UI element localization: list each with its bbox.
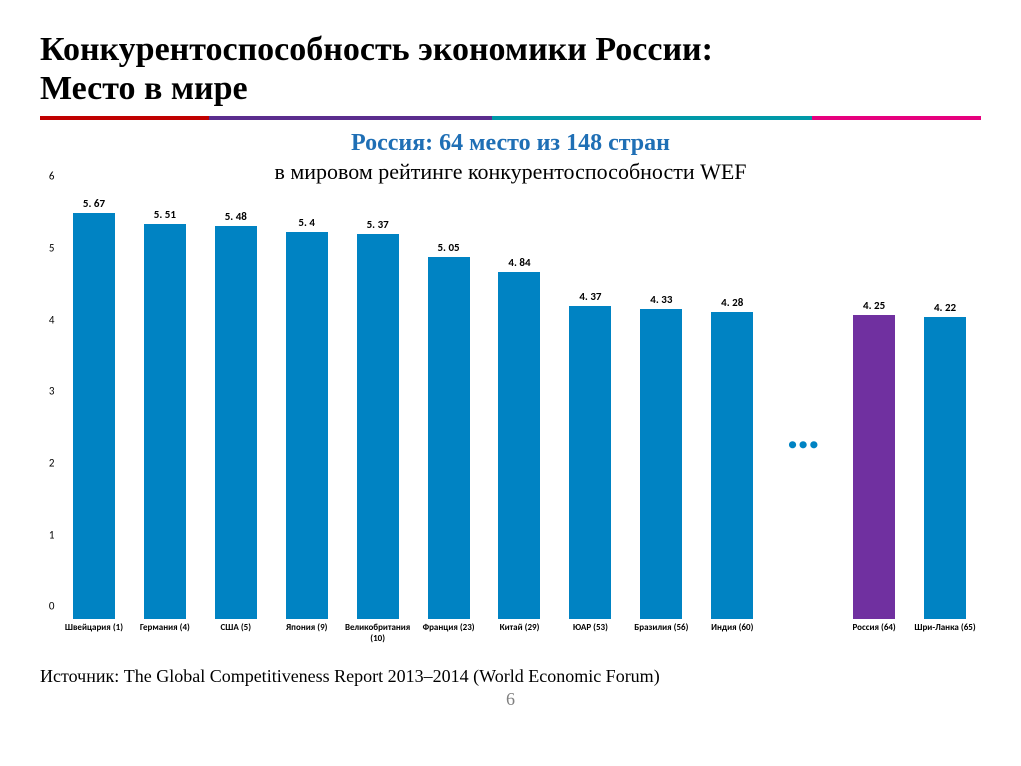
bar-slot: 5. 48 xyxy=(200,189,271,619)
bar xyxy=(711,312,753,619)
x-label: Шри-Ланка (65) xyxy=(910,619,981,644)
bar-slot: 4. 33 xyxy=(626,189,697,619)
bar-value-label: 5. 48 xyxy=(225,210,247,223)
chart-x-labels: Швейцария (1)Германия (4)США (5)Япония (… xyxy=(59,619,981,644)
y-tick: 2 xyxy=(41,456,55,469)
bar xyxy=(73,213,115,619)
bar-value-label: 4. 37 xyxy=(579,290,601,303)
bar-slot: … xyxy=(768,189,839,619)
bar-slot: 5. 51 xyxy=(129,189,200,619)
bar-slot: 5. 67 xyxy=(59,189,130,619)
bar-value-label: 4. 28 xyxy=(721,296,743,309)
x-label: Великобритания (10) xyxy=(342,619,413,644)
x-label: Россия (64) xyxy=(839,619,910,644)
x-label: Швейцария (1) xyxy=(59,619,130,644)
x-label: Германия (4) xyxy=(129,619,200,644)
bar-value-label: 4. 22 xyxy=(934,301,956,314)
bar xyxy=(286,232,328,619)
y-tick: 3 xyxy=(41,385,55,398)
y-tick: 4 xyxy=(41,313,55,326)
y-tick: 0 xyxy=(41,600,55,613)
subtitle-primary: Россия: 64 место из 148 стран xyxy=(40,130,981,157)
bar xyxy=(144,224,186,619)
bar xyxy=(357,234,399,619)
bar xyxy=(498,272,540,619)
subtitle-secondary: в мировом рейтинге конкурентоспособности… xyxy=(40,159,981,185)
bar-value-label: 5. 05 xyxy=(437,241,459,254)
bar xyxy=(924,317,966,619)
slide-title: Конкурентоспособность экономики России: … xyxy=(40,30,981,108)
x-label: Япония (9) xyxy=(271,619,342,644)
bar-value-label: 5. 37 xyxy=(367,218,389,231)
bar xyxy=(428,257,470,619)
bar-value-label: 5. 4 xyxy=(298,216,315,229)
bar-slot: 5. 4 xyxy=(271,189,342,619)
bar-highlight xyxy=(853,315,895,620)
title-underline xyxy=(40,116,981,120)
x-label: Индия (60) xyxy=(697,619,768,644)
slide: Конкурентоспособность экономики России: … xyxy=(0,0,1021,766)
x-label: Франция (23) xyxy=(413,619,484,644)
bar-slot: 5. 37 xyxy=(342,189,413,619)
title-line-1: Конкурентоспособность экономики России: xyxy=(40,31,713,68)
bar-slot: 4. 84 xyxy=(484,189,555,619)
y-tick: 1 xyxy=(41,528,55,541)
x-label: Бразилия (56) xyxy=(626,619,697,644)
bar-slot: 4. 28 xyxy=(697,189,768,619)
y-tick: 6 xyxy=(41,170,55,183)
bar-slot: 4. 25 xyxy=(839,189,910,619)
bar xyxy=(569,306,611,619)
title-line-2: Место в мире xyxy=(40,70,248,107)
chart: 5. 67 5. 51 5. 48 5. 4 5. 37 5. 05 4. 84 4. 37 4… xyxy=(41,189,981,644)
chart-bars: 5. 67 5. 51 5. 48 5. 4 5. 37 5. 05 4. 84 4. 37 4… xyxy=(59,189,981,619)
bar xyxy=(215,226,257,619)
page-number: 6 xyxy=(40,689,981,710)
x-label xyxy=(768,619,839,644)
bar-value-label: 5. 67 xyxy=(83,197,105,210)
bar-slot: 4. 37 xyxy=(555,189,626,619)
bar-slot: 5. 05 xyxy=(413,189,484,619)
x-label: ЮАР (53) xyxy=(555,619,626,644)
bar-value-label: 4. 33 xyxy=(650,293,672,306)
bar-value-label: 4. 84 xyxy=(508,256,530,269)
y-tick: 5 xyxy=(41,241,55,254)
bar-value-label: 5. 51 xyxy=(154,208,176,221)
x-label: Китай (29) xyxy=(484,619,555,644)
bar-value-label: 4. 25 xyxy=(863,299,885,312)
ellipsis-marker: … xyxy=(786,408,820,456)
source-text: Источник: The Global Competitiveness Rep… xyxy=(40,666,981,687)
bar xyxy=(640,309,682,619)
x-label: США (5) xyxy=(200,619,271,644)
bar-slot: 4. 22 xyxy=(910,189,981,619)
chart-plot-area: 5. 67 5. 51 5. 48 5. 4 5. 37 5. 05 4. 84 4. 37 4… xyxy=(59,189,981,619)
